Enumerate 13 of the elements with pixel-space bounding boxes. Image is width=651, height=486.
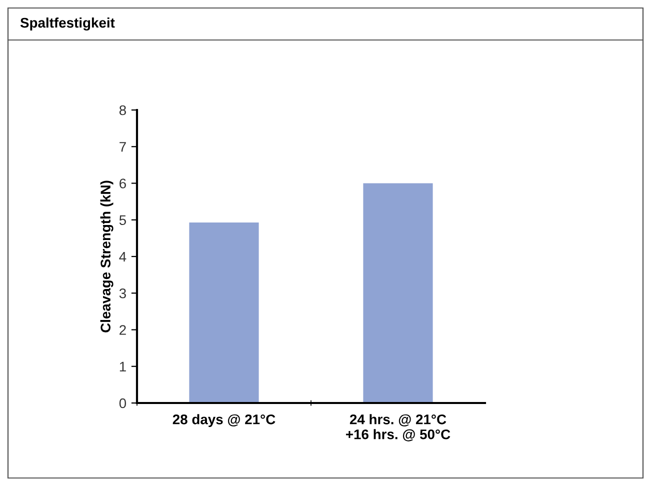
y-tick-label: 8 [119,105,126,116]
y-axis-title: Cleavage Strength (kN) [100,180,114,332]
y-tick-label: 7 [120,142,126,152]
y-tick-label: 1 [120,362,126,372]
y-tick-label: 2 [120,325,126,335]
y-tick-label: 6 [120,178,126,188]
y-tick-label: 4 [119,252,126,262]
x-tick-label: 24 hrs. @ 21°C +16 hrs. @ 50°C [346,414,450,442]
y-tick-label: 3 [119,288,126,298]
chart-title: Spaltfestigkeit [20,17,115,31]
x-tick-label: 28 days @ 21°C [172,414,276,428]
y-tick-label: 5 [119,215,126,226]
y-tick-label: 0 [119,398,126,408]
